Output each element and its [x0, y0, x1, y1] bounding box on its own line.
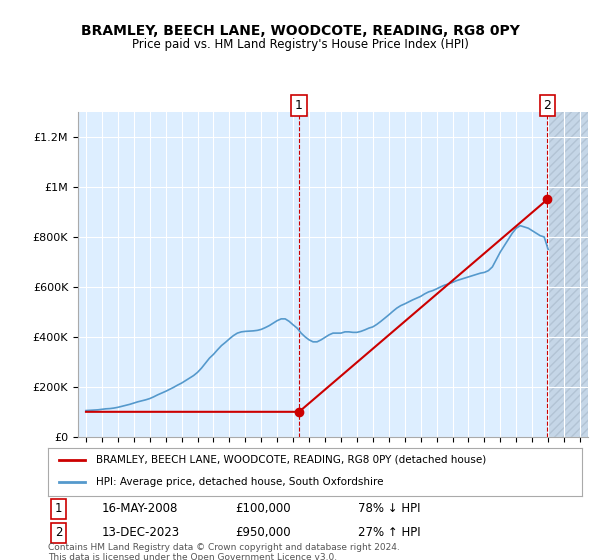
Text: £100,000: £100,000: [235, 502, 290, 515]
Bar: [548, 112, 588, 437]
Text: 78% ↓ HPI: 78% ↓ HPI: [358, 502, 420, 515]
Text: BRAMLEY, BEECH LANE, WOODCOTE, READING, RG8 0PY: BRAMLEY, BEECH LANE, WOODCOTE, READING, …: [80, 24, 520, 38]
Text: Price paid vs. HM Land Registry's House Price Index (HPI): Price paid vs. HM Land Registry's House …: [131, 38, 469, 52]
Text: £950,000: £950,000: [235, 526, 290, 539]
Text: 1: 1: [295, 99, 303, 112]
Text: Contains HM Land Registry data © Crown copyright and database right 2024.
This d: Contains HM Land Registry data © Crown c…: [48, 543, 400, 560]
Text: 2: 2: [55, 526, 62, 539]
Text: 2: 2: [544, 99, 551, 112]
Text: BRAMLEY, BEECH LANE, WOODCOTE, READING, RG8 0PY (detached house): BRAMLEY, BEECH LANE, WOODCOTE, READING, …: [96, 455, 487, 465]
Text: 1: 1: [55, 502, 62, 515]
Text: 16-MAY-2008: 16-MAY-2008: [101, 502, 178, 515]
Text: 27% ↑ HPI: 27% ↑ HPI: [358, 526, 421, 539]
Text: 13-DEC-2023: 13-DEC-2023: [101, 526, 179, 539]
Text: HPI: Average price, detached house, South Oxfordshire: HPI: Average price, detached house, Sout…: [96, 477, 383, 487]
